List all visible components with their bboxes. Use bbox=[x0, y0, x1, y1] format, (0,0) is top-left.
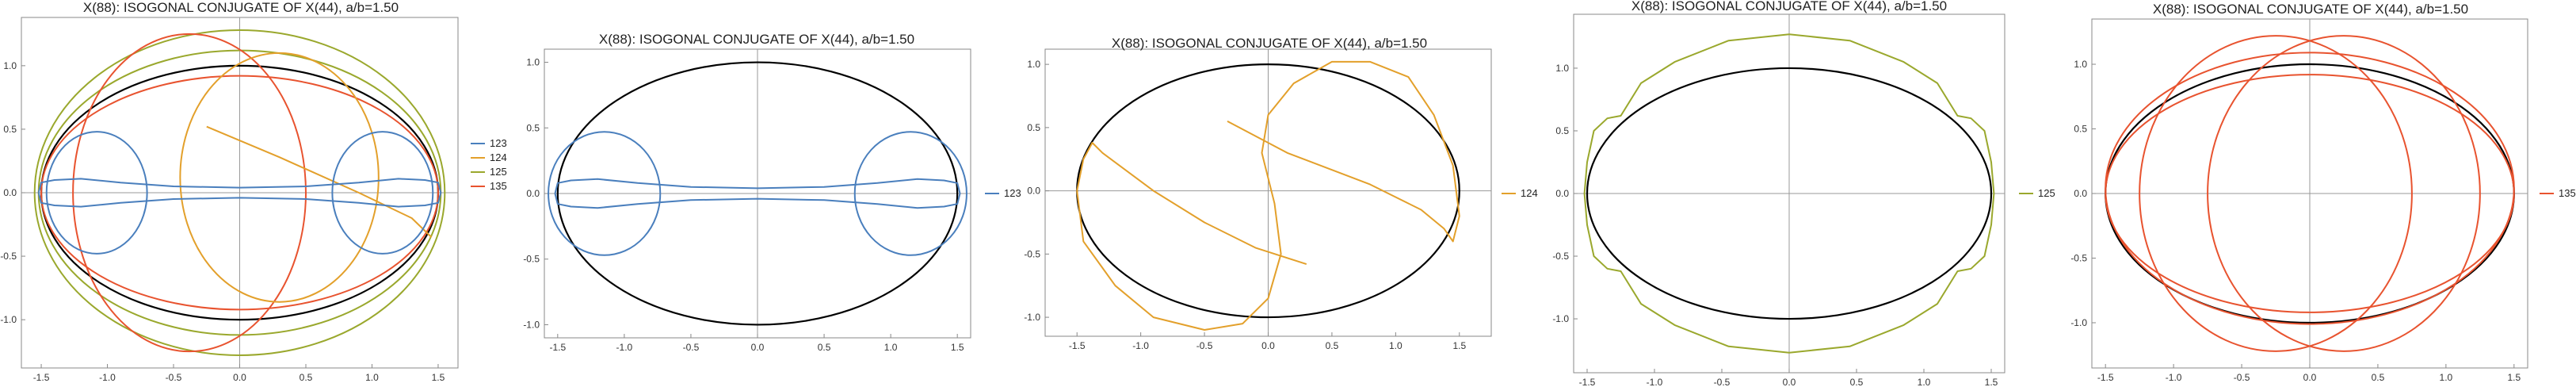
x-tick-label: -0.5 bbox=[166, 372, 182, 383]
y-tick-label: 0.5 bbox=[3, 124, 17, 135]
x-tick-label: 0.5 bbox=[1326, 340, 1339, 351]
x-tick-label: -1.0 bbox=[2166, 372, 2182, 383]
chart-panel-5: -1.5 -1.0 -0.5 0.0 0.5 1.0 1.5 -1.0 -0.5 0.0 0.5 1.… bbox=[2070, 2, 2575, 383]
y-tick-label: 0.5 bbox=[1027, 122, 1040, 133]
chart-title: X(88): ISOGONAL CONJUGATE OF X(44), a/b=… bbox=[83, 0, 399, 15]
y-tick-label: 0.0 bbox=[3, 187, 17, 198]
legend-label-135: 135 bbox=[2559, 187, 2576, 199]
x-tick-label: 0.0 bbox=[2303, 372, 2317, 383]
y-tick-label: -0.5 bbox=[1024, 248, 1040, 259]
x-tick-label: 1.0 bbox=[1389, 340, 1402, 351]
series-123-curve bbox=[554, 178, 961, 209]
legend-label-123: 123 bbox=[490, 137, 507, 149]
chart-title: X(88): ISOGONAL CONJUGATE OF X(44), a/b=… bbox=[1631, 0, 1947, 13]
y-tick-label: -0.5 bbox=[2070, 252, 2087, 263]
y-tick-label: 1.0 bbox=[3, 60, 17, 71]
legend-label-125: 125 bbox=[2038, 187, 2055, 199]
x-tick-label: -1.5 bbox=[2097, 372, 2114, 383]
y-tick-label: -1.0 bbox=[0, 314, 17, 325]
y-tick-label: -1.0 bbox=[523, 319, 540, 330]
x-tick-label: 1.5 bbox=[1452, 340, 1466, 351]
x-tick-label: -1.5 bbox=[1069, 340, 1086, 351]
x-tick-label: 1.5 bbox=[951, 342, 964, 353]
series-123-curve bbox=[45, 131, 148, 255]
x-tick-label: -1.5 bbox=[1579, 377, 1596, 387]
x-tick-label: 1.5 bbox=[432, 372, 445, 383]
x-tick-label: -1.0 bbox=[1132, 340, 1149, 351]
x-tick-label: -0.5 bbox=[683, 342, 700, 353]
legend-label-125: 125 bbox=[490, 166, 507, 178]
x-tick-label: -1.0 bbox=[1647, 377, 1663, 387]
x-tick-label: 0.0 bbox=[1783, 377, 1796, 387]
x-tick-label: -1.0 bbox=[616, 342, 633, 353]
reference-ellipse bbox=[556, 61, 959, 326]
series-124-curve bbox=[179, 52, 380, 303]
x-tick-label: -0.5 bbox=[1714, 377, 1731, 387]
y-tick-label: 1.0 bbox=[526, 57, 540, 68]
y-tick-label: 1.0 bbox=[1027, 59, 1040, 70]
legend-label-123: 123 bbox=[1004, 187, 1021, 199]
x-tick-label: 1.0 bbox=[1918, 377, 1931, 387]
chart-panel-3: -1.5 -1.0 -0.5 0.0 0.5 1.0 1.5 -1.0 -0.5 0.0 0.5 1.… bbox=[1024, 36, 1537, 351]
legend-label-124: 124 bbox=[490, 151, 507, 163]
y-tick-label: 0.0 bbox=[1027, 186, 1040, 197]
reference-ellipse bbox=[1586, 67, 1993, 320]
x-tick-label: 1.0 bbox=[884, 342, 898, 353]
chart-title: X(88): ISOGONAL CONJUGATE OF X(44), a/b=… bbox=[2153, 2, 2468, 17]
y-tick-label: -1.0 bbox=[2070, 317, 2087, 328]
x-tick-label: -1.0 bbox=[99, 372, 116, 383]
chart-title: X(88): ISOGONAL CONJUGATE OF X(44), a/b=… bbox=[1112, 36, 1427, 51]
chart-panel-4: -1.5 -1.0 -0.5 0.0 0.5 1.0 1.5 -1.0 -0.5 0.0 0.5 1.… bbox=[1552, 0, 2055, 387]
series-124-curve bbox=[206, 125, 433, 238]
chart-title: X(88): ISOGONAL CONJUGATE OF X(44), a/b=… bbox=[599, 32, 914, 47]
series-135-curve bbox=[2207, 35, 2481, 352]
x-tick-label: 0.0 bbox=[751, 342, 765, 353]
x-tick-label: 0.0 bbox=[1261, 340, 1275, 351]
legend-label-135: 135 bbox=[490, 180, 507, 192]
y-tick-label: 0.5 bbox=[526, 122, 540, 133]
y-tick-label: -1.0 bbox=[1552, 313, 1569, 324]
series-123-curve bbox=[853, 131, 967, 256]
chart-panel-2: -1.5 -1.0 -0.5 0.0 0.5 1.0 1.5 -1.0 -0.5 0.0 0.5 1.… bbox=[523, 32, 1021, 353]
y-tick-label: 0.5 bbox=[2074, 124, 2087, 135]
y-tick-label: 1.0 bbox=[1555, 63, 1569, 74]
x-tick-label: 0.5 bbox=[818, 342, 831, 353]
x-tick-label: 1.5 bbox=[2507, 372, 2521, 383]
series-135-curve bbox=[2105, 52, 2515, 325]
x-tick-label: -1.5 bbox=[549, 342, 566, 353]
x-tick-label: -0.5 bbox=[1196, 340, 1213, 351]
x-tick-label: 1.0 bbox=[2440, 372, 2453, 383]
y-tick-label: -0.5 bbox=[0, 251, 17, 262]
series-123-curve bbox=[331, 131, 434, 255]
y-tick-label: 0.0 bbox=[2074, 188, 2087, 199]
y-tick-label: 0.0 bbox=[1555, 188, 1569, 199]
y-tick-label: 0.5 bbox=[1555, 125, 1569, 136]
x-tick-label: 1.5 bbox=[1985, 377, 1998, 387]
y-tick-label: -0.5 bbox=[1552, 251, 1569, 262]
x-tick-label: 0.5 bbox=[1850, 377, 1864, 387]
series-135-curve bbox=[72, 33, 307, 353]
series-124-curve bbox=[1076, 60, 1460, 331]
legend-label-124: 124 bbox=[1521, 187, 1538, 199]
chart-panel-1: -1.5 -1.0 -0.5 0.0 0.5 1.0 1.5 -1.0 -0.5 0.0 0.5 1.… bbox=[0, 0, 506, 383]
y-tick-label: -0.5 bbox=[523, 254, 540, 265]
series-135-curve bbox=[2139, 35, 2413, 352]
x-tick-label: -1.5 bbox=[33, 372, 50, 383]
series-125-curve bbox=[33, 29, 446, 356]
x-tick-label: 0.5 bbox=[2372, 372, 2385, 383]
x-tick-label: 0.0 bbox=[233, 372, 246, 383]
series-135-curve bbox=[40, 75, 439, 311]
y-tick-label: 1.0 bbox=[2074, 59, 2087, 70]
x-tick-label: -0.5 bbox=[2234, 372, 2250, 383]
x-tick-label: 0.5 bbox=[300, 372, 313, 383]
y-tick-label: -1.0 bbox=[1024, 312, 1040, 323]
y-tick-label: 0.0 bbox=[526, 188, 540, 199]
x-tick-label: 1.0 bbox=[365, 372, 379, 383]
series-125-curve bbox=[1583, 33, 1995, 354]
series-123-curve bbox=[37, 178, 442, 208]
series-123-curve bbox=[548, 131, 662, 256]
